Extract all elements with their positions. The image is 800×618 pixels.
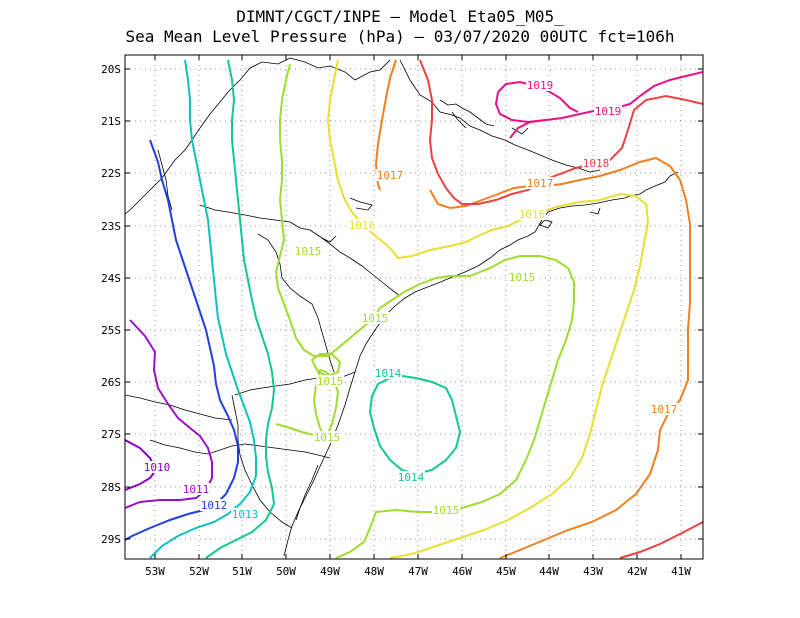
lon-tick-label: 48W: [364, 565, 384, 578]
lagoon: [295, 464, 319, 521]
isobar-1018-b: [619, 521, 703, 559]
isobar-label: 1018: [583, 157, 610, 170]
isobar-label-bg: [526, 177, 554, 189]
state-border: [199, 204, 401, 297]
isobar-label-bg: [200, 499, 228, 511]
state-border: [125, 57, 291, 215]
isobar-label: 1017: [377, 169, 404, 182]
isobar-label: 1015: [295, 245, 322, 258]
isobar-label: 1014: [375, 367, 402, 380]
latitude-axis: 20S 21S 22S 23S 24S 25S 26S 27S 28S 29S: [101, 63, 121, 546]
isobar-label: 1015: [314, 431, 341, 444]
isobar-label: 1011: [183, 483, 210, 496]
isobar-label-bg: [294, 245, 322, 257]
island: [539, 219, 553, 229]
isobar-label-bg: [374, 367, 402, 379]
isobar-label: 1016: [519, 208, 546, 221]
isobar-label: 1013: [232, 508, 259, 521]
isobar-1019-c: [494, 91, 547, 124]
isobar-1015: [274, 63, 575, 559]
isobar-1016: [326, 59, 650, 559]
isobar-label-bg: [432, 504, 460, 516]
isobar-1018: [419, 59, 703, 205]
isobar-labels: 1010 1011 1012 1013 1014 1014 1015 1015 1015 1015…: [143, 79, 678, 521]
lon-tick-label: 47W: [408, 565, 428, 578]
reservoir: [321, 235, 337, 243]
state-border: [289, 57, 391, 81]
isobar-label-bg: [594, 105, 622, 117]
isobar-label: 1019: [527, 79, 554, 92]
lat-tick-label: 23S: [101, 220, 121, 233]
isobar-1013: [149, 59, 257, 559]
lat-tick-label: 20S: [101, 63, 121, 76]
isobars: [125, 59, 703, 559]
isobar-label-bg: [231, 508, 259, 520]
isobar-label: 1010: [144, 461, 171, 474]
lon-tick-label: 53W: [145, 565, 165, 578]
axis-ticks: [125, 55, 703, 559]
lon-tick-label: 52W: [189, 565, 209, 578]
isobar-label: 1019: [595, 105, 622, 118]
isobar-1017-b: [429, 156, 691, 559]
isobar-label: 1015: [433, 504, 460, 517]
isobar-label-bg: [526, 79, 554, 91]
isobar-label-bg: [508, 271, 536, 283]
isobar-label: 1015: [509, 271, 536, 284]
isobar-label: 1012: [201, 499, 228, 512]
map-frame: [124, 54, 704, 560]
state-border: [157, 149, 173, 211]
country-border: [231, 394, 293, 529]
isobar-label: 1017: [651, 403, 678, 416]
lon-tick-label: 49W: [320, 565, 340, 578]
isobar-label-bg: [361, 312, 389, 324]
isobar-1011: [125, 319, 213, 509]
isobar-label-bg: [182, 483, 210, 495]
reservoir: [349, 197, 373, 211]
isobar-label-bg: [518, 208, 546, 220]
lat-tick-label: 26S: [101, 376, 121, 389]
lon-tick-label: 50W: [276, 565, 296, 578]
isobar-label: 1017: [527, 177, 554, 190]
lat-tick-label: 22S: [101, 167, 121, 180]
isobar-label: 1015: [317, 375, 344, 388]
lon-tick-label: 43W: [583, 565, 603, 578]
isobar-label-bg: [348, 219, 376, 231]
isobar-label: 1015: [362, 312, 389, 325]
reservoir: [439, 99, 495, 129]
map-title-line-2: Sea Mean Level Pressure (hPa) – 03/07/20…: [125, 27, 675, 46]
isobar-label-bg: [650, 403, 678, 415]
isobar-label-bg: [376, 169, 404, 181]
lat-tick-label: 21S: [101, 115, 121, 128]
lon-tick-label: 51W: [232, 565, 252, 578]
isobar-1012: [125, 139, 239, 541]
lon-tick-label: 41W: [671, 565, 691, 578]
isobar-1014-west: [205, 59, 276, 559]
isobar-label: 1016: [349, 219, 376, 232]
lat-tick-label: 25S: [101, 324, 121, 337]
coastline: [283, 171, 679, 557]
isobar-label-bg: [582, 157, 610, 169]
lon-tick-label: 42W: [627, 565, 647, 578]
island: [589, 207, 601, 215]
lat-tick-label: 27S: [101, 428, 121, 441]
lat-tick-label: 28S: [101, 481, 121, 494]
country-border: [125, 394, 233, 421]
isobar-label-bg: [316, 375, 344, 387]
lat-tick-label: 24S: [101, 272, 121, 285]
lon-tick-label: 44W: [539, 565, 559, 578]
longitude-axis: 53W 52W 51W 50W 49W 48W 47W 46W 45W 44W 43W 42W 41W: [145, 565, 691, 578]
country-border: [257, 233, 335, 373]
lat-tick-label: 29S: [101, 533, 121, 546]
isobar-label-bg: [313, 431, 341, 443]
isobar-label: 1014: [398, 471, 425, 484]
lon-tick-label: 45W: [496, 565, 516, 578]
isobar-label-bg: [143, 461, 171, 473]
isobar-label-bg: [397, 471, 425, 483]
map-title-line-1: DIMNT/CGCT/INPE – Model Eta05_M05_: [236, 7, 564, 26]
isobar-1014-low: [368, 374, 462, 476]
lon-tick-label: 46W: [452, 565, 472, 578]
